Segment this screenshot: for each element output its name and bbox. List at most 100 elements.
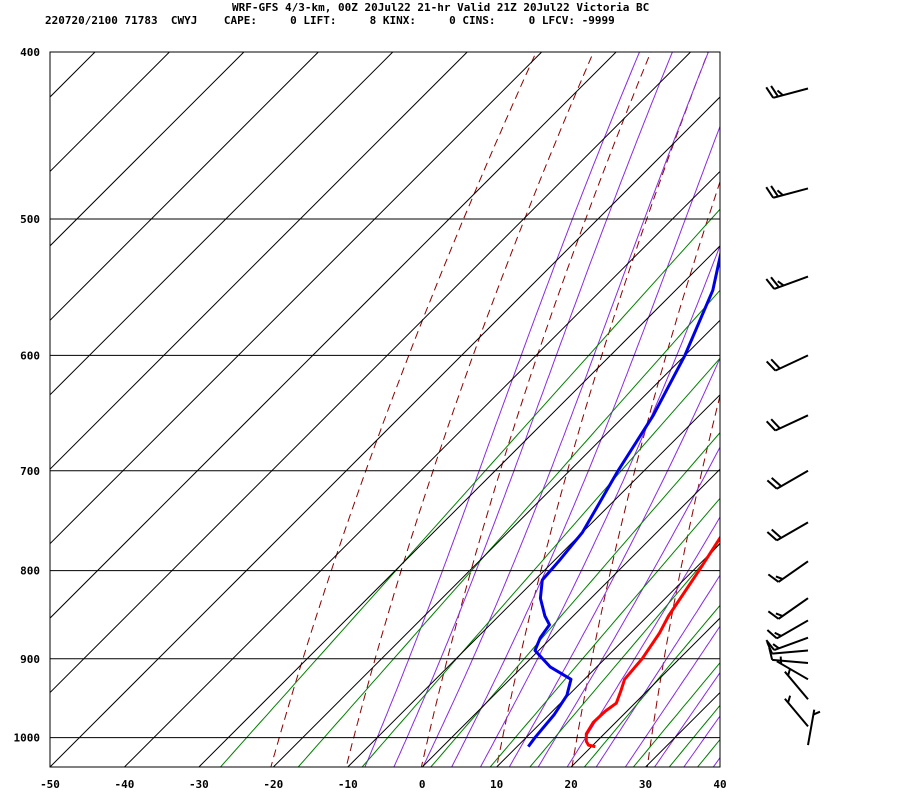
x-tick-label: -10	[338, 778, 358, 791]
barb-feather	[771, 477, 782, 488]
barb-feather	[776, 89, 784, 96]
y-tick-label: 800	[20, 565, 40, 578]
barb-staff	[776, 469, 809, 490]
wind-barbs	[765, 85, 821, 746]
cins-value: 0	[528, 14, 536, 27]
kinx-label: KINX:	[382, 14, 416, 27]
barb-feather	[770, 185, 779, 198]
barb-feather	[767, 573, 780, 583]
barb-staff	[784, 698, 809, 727]
wind-barb	[766, 619, 809, 640]
isotherm-line	[272, 319, 720, 767]
data-series	[527, 250, 720, 749]
moist-adiabat	[508, 357, 720, 767]
barb-staff	[807, 709, 816, 746]
x-tick-label: -20	[263, 778, 283, 791]
wind-barb	[784, 695, 809, 727]
y-tick-label: 600	[20, 349, 40, 362]
wind-barb	[765, 354, 809, 372]
moist-adiabat	[683, 715, 720, 767]
barb-feather	[766, 479, 778, 490]
dry-adiabat	[797, 0, 900, 781]
wind-barb	[807, 709, 821, 746]
cins-label: CINS:	[462, 14, 496, 27]
y-tick-labels: 400 500 600 700 800 900 1000	[14, 46, 41, 745]
barb-feather	[765, 278, 775, 290]
isotherm-line	[198, 245, 720, 767]
x-tick-label: 10	[490, 778, 503, 791]
moist-adiabat	[566, 516, 720, 767]
barb-feather	[766, 531, 778, 542]
isotherm-line	[50, 52, 96, 98]
x-tick-label: -40	[115, 778, 135, 791]
barb-feather	[765, 420, 777, 432]
lfcv-label: LFCV:	[541, 14, 575, 27]
barb-feather	[787, 668, 792, 676]
grid-lines	[0, 52, 720, 767]
mixing-ratio-line	[583, 604, 720, 767]
mixing-ratio-line	[219, 208, 720, 767]
barb-feather	[775, 575, 783, 580]
barb-feather	[771, 528, 782, 539]
barb-staff	[773, 275, 809, 290]
dry-adiabat	[420, 52, 652, 767]
barb-feather	[767, 610, 780, 620]
wind-barb	[765, 636, 809, 651]
temperature-profile	[584, 535, 720, 749]
wind-barb	[765, 85, 809, 99]
barb-staff	[776, 619, 809, 640]
y-tick-label: 1000	[14, 732, 41, 745]
dewpoint-profile	[527, 250, 720, 748]
isotherm-line	[50, 52, 468, 470]
barb-feather	[770, 358, 781, 370]
isotherm-line	[0, 52, 21, 767]
wind-barb	[766, 521, 809, 542]
moist-adiabat	[653, 671, 720, 767]
barb-staff	[773, 636, 809, 651]
lift-label: LIFT:	[303, 14, 337, 27]
barb-feather	[770, 85, 779, 98]
x-tick-label: -50	[40, 778, 60, 791]
moist-adiabat	[451, 125, 720, 767]
isotherm-line	[421, 468, 720, 767]
barb-feather	[768, 647, 774, 661]
wind-barb	[767, 597, 809, 620]
mixing-ratio-line	[715, 0, 900, 781]
dry-adiabat	[345, 52, 595, 767]
isotherm-line	[50, 52, 245, 247]
x-tick-label: 40	[713, 778, 726, 791]
barb-feather	[774, 631, 782, 637]
moist-adiabat	[595, 574, 720, 767]
background-lines	[219, 0, 900, 781]
mixing-ratio-line	[529, 542, 720, 767]
barb-feather	[765, 186, 775, 199]
barb-staff	[772, 658, 809, 664]
isotherm-line	[50, 52, 543, 545]
barb-staff	[774, 354, 809, 372]
barb-staff	[772, 649, 809, 655]
wind-barb	[766, 469, 809, 490]
barb-feather	[765, 86, 775, 99]
dry-adiabat	[496, 52, 709, 767]
barb-feather	[787, 695, 792, 703]
isotherm-line	[50, 52, 617, 619]
isotherm-line	[347, 394, 720, 767]
mixing-ratio-line	[430, 431, 720, 767]
barb-staff	[774, 414, 809, 432]
indices-line: 220720/2100 71783 CWYJ CAPE: 0 LIFT: 8 K…	[45, 15, 615, 27]
station-id: 220720/2100 71783 CWYJ	[45, 14, 198, 27]
cape-value: 0	[290, 14, 297, 27]
wind-barb	[765, 414, 809, 432]
barb-feather	[766, 629, 778, 640]
x-tick-label: 0	[419, 778, 426, 791]
x-tick-labels: -50 -40 -30 -20 -10 0 10 20 30 40	[40, 778, 727, 791]
kinx-value: 0	[449, 14, 456, 27]
isotherm-line	[50, 96, 720, 767]
isotherm-line	[50, 52, 319, 322]
wind-barb	[767, 560, 809, 583]
y-tick-label: 500	[20, 213, 40, 226]
dry-adiabat	[872, 0, 900, 781]
barb-feather	[765, 360, 777, 372]
barb-staff	[776, 660, 809, 681]
